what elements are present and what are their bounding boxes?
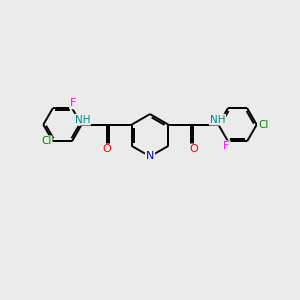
Text: N: N [146, 152, 154, 161]
Text: O: O [189, 144, 198, 154]
Text: Cl: Cl [258, 120, 268, 130]
Text: F: F [70, 98, 76, 108]
Text: NH: NH [210, 115, 225, 125]
Text: O: O [102, 144, 111, 154]
Text: Cl: Cl [41, 136, 52, 146]
Text: NH: NH [75, 115, 90, 125]
Text: F: F [223, 141, 230, 151]
